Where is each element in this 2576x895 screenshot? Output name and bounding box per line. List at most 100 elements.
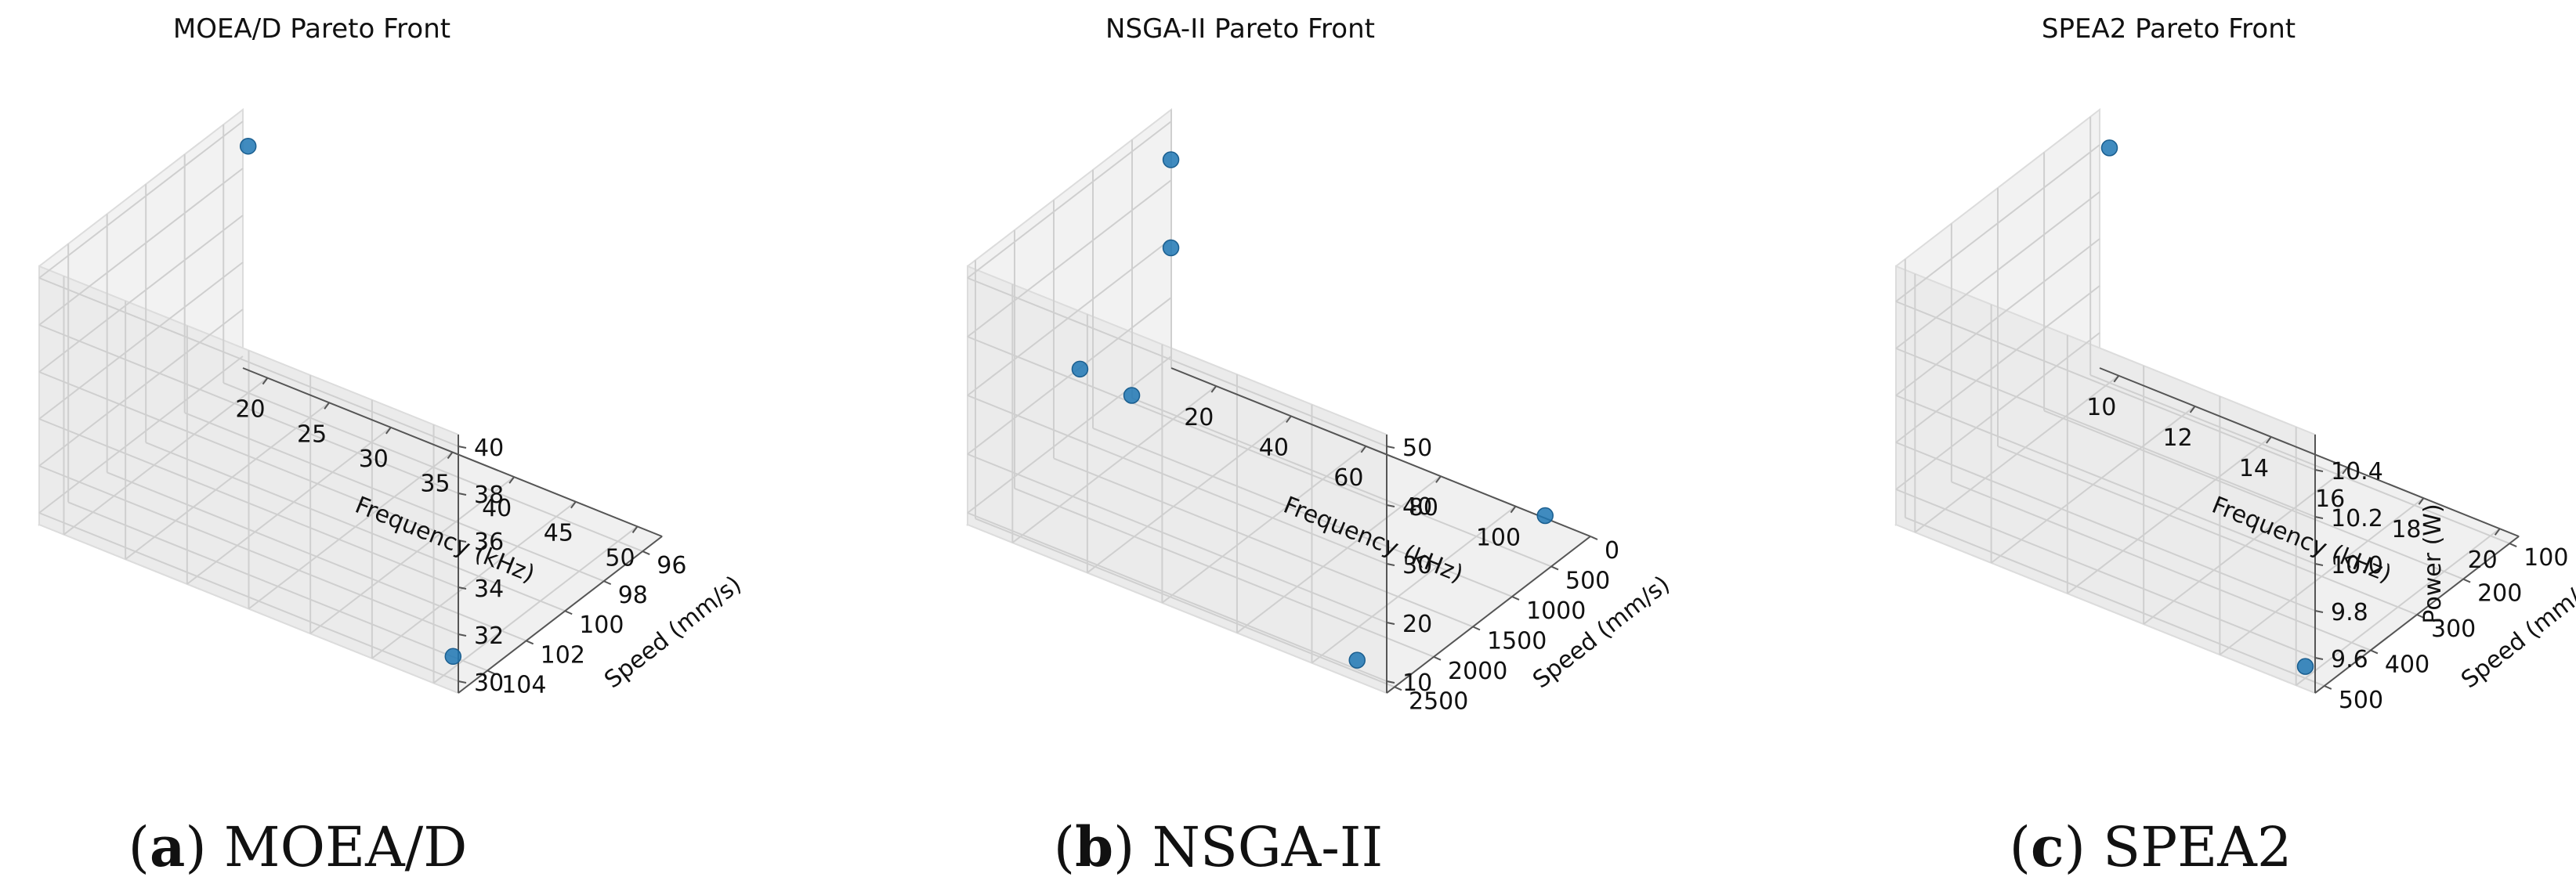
grid-line-z-back	[38, 371, 459, 541]
y-tick-label: 100	[2524, 544, 2568, 572]
z-tick-mark	[2314, 657, 2324, 660]
x-tick-label: 14	[2239, 455, 2269, 482]
y-tick-label: 500	[1565, 567, 1610, 594]
grid-line-z-side	[967, 297, 1172, 455]
x-tick-mark	[2266, 436, 2272, 444]
grid-line-x-floor	[248, 451, 454, 610]
grid-line-x-floor	[1011, 385, 1217, 543]
x-tick-label: 100	[1476, 525, 1521, 552]
x-tick-mark	[2342, 467, 2348, 475]
y-tick-label: 96	[657, 552, 686, 579]
y-tick-label: 200	[2477, 580, 2522, 608]
x-tick-mark	[570, 501, 577, 509]
caption-b: (b) NSGA-II	[1053, 814, 1384, 879]
y-tick-label: 0	[1605, 537, 1619, 565]
z-tick-label: 40	[474, 435, 504, 462]
x-tick-mark	[2113, 375, 2120, 383]
y-tick-mark	[526, 640, 534, 645]
x-axis-line	[1170, 367, 1591, 537]
grid-line-z-back	[967, 395, 1387, 565]
chart-panel-1: MOEA/D Pareto Front 20 25 30 35 40 45 50 96 98 100…	[38, 13, 747, 698]
grid-line-y-floor	[1997, 446, 2418, 615]
grid-line-z-back	[1895, 348, 2316, 518]
z-tick-mark	[2314, 563, 2324, 566]
grid-line-y-floor	[1951, 481, 2372, 651]
grid-line-x-floor	[1161, 446, 1367, 604]
z-tick-label: 32	[474, 623, 504, 650]
y-tick-mark	[2416, 614, 2425, 619]
grid-line-y-floor	[2043, 410, 2464, 580]
x-tick-label: 16	[2315, 485, 2345, 513]
x-tick-mark	[262, 377, 269, 385]
z-tick-mark	[1386, 563, 1395, 566]
z-tick-label: 9.8	[2331, 599, 2368, 626]
data-point-4	[1071, 360, 1089, 378]
z-tick-mark	[458, 586, 467, 590]
caption-c: (c) SPEA2	[2009, 814, 2292, 879]
y-tick-label: 102	[541, 641, 585, 669]
y-tick-mark	[1590, 536, 1598, 540]
x-tick-mark	[1435, 475, 1442, 483]
x-tick-label: 20	[1184, 404, 1214, 431]
x-tick-mark	[1210, 385, 1217, 393]
grid-line-z-side	[38, 121, 244, 279]
y-tick-label: 2500	[1409, 687, 1468, 715]
z-tick-mark	[458, 633, 467, 637]
data-point-2	[444, 648, 462, 666]
grid-line-z-side	[1895, 285, 2100, 443]
x-tick-label: 10	[2086, 394, 2116, 421]
z-tick-label: 9.6	[2331, 646, 2368, 673]
grid-line-z-side	[38, 355, 244, 514]
grid-line-z-back	[38, 277, 459, 447]
z-tick-label: 10.4	[2331, 458, 2383, 485]
y-tick-mark	[1511, 596, 1520, 601]
grid-line-y-floor	[1131, 397, 1552, 568]
grid-line-y-floor	[184, 412, 605, 583]
z-tick-label: 38	[474, 482, 504, 509]
x-tick-label: 45	[544, 520, 573, 547]
grid-line-z-side	[38, 309, 244, 467]
grid-line-z-side	[1895, 238, 2100, 396]
z-tick-mark	[1386, 446, 1395, 449]
data-point-1	[239, 137, 257, 155]
y-tick-mark	[564, 610, 573, 615]
x-tick-label: 30	[359, 446, 389, 473]
chart-title: SPEA2 Pareto Front	[2042, 13, 2296, 45]
y-tick-label: 98	[618, 582, 648, 609]
x-tick-mark	[1510, 506, 1517, 514]
x-tick-mark	[1360, 446, 1367, 453]
grid-line-y-floor	[1053, 457, 1474, 628]
x-axis-line	[2099, 367, 2520, 537]
data-point-1	[1162, 151, 1180, 168]
grid-line-z-back	[38, 465, 459, 635]
chart-panel-3: SPEA2 Pareto Front 10 12 14 16 18 20 1002003004…	[1894, 13, 2576, 714]
grid-line-z-back	[38, 512, 459, 682]
x-tick-mark	[385, 427, 392, 435]
z-tick-mark	[2314, 516, 2324, 519]
grid-line-x-floor	[1236, 475, 1442, 634]
z-tick-mark	[458, 493, 467, 496]
grid-line-y-floor	[1905, 516, 2325, 687]
y-tick-label: 500	[2339, 687, 2383, 714]
y-axis-line	[1386, 536, 1591, 694]
data-point-3	[1123, 387, 1141, 404]
x-tick-label: 35	[420, 471, 450, 498]
x-tick-label: 25	[297, 420, 327, 448]
x-tick-label: 18	[2391, 516, 2421, 543]
grid-line-z-back	[1895, 442, 2316, 612]
y-tick-mark	[2370, 649, 2379, 655]
grid-line-y-floor	[975, 518, 1395, 688]
grid-line-x-floor	[186, 427, 392, 585]
grid-line-z-back	[1895, 301, 2316, 471]
y-tick-label: 400	[2385, 651, 2429, 678]
data-point-2	[2296, 658, 2314, 675]
caption-b-text: NSGA-II	[1152, 815, 1384, 879]
grid-line-x-floor	[309, 476, 515, 634]
x-tick-label: 60	[1333, 464, 1363, 492]
caption-a: (a) MOEA/D	[128, 814, 468, 879]
grid-line-z-side	[967, 179, 1172, 337]
z-tick-mark	[1386, 504, 1395, 507]
y-tick-mark	[642, 550, 650, 555]
z-axis-label: Power (W)	[2419, 503, 2447, 623]
